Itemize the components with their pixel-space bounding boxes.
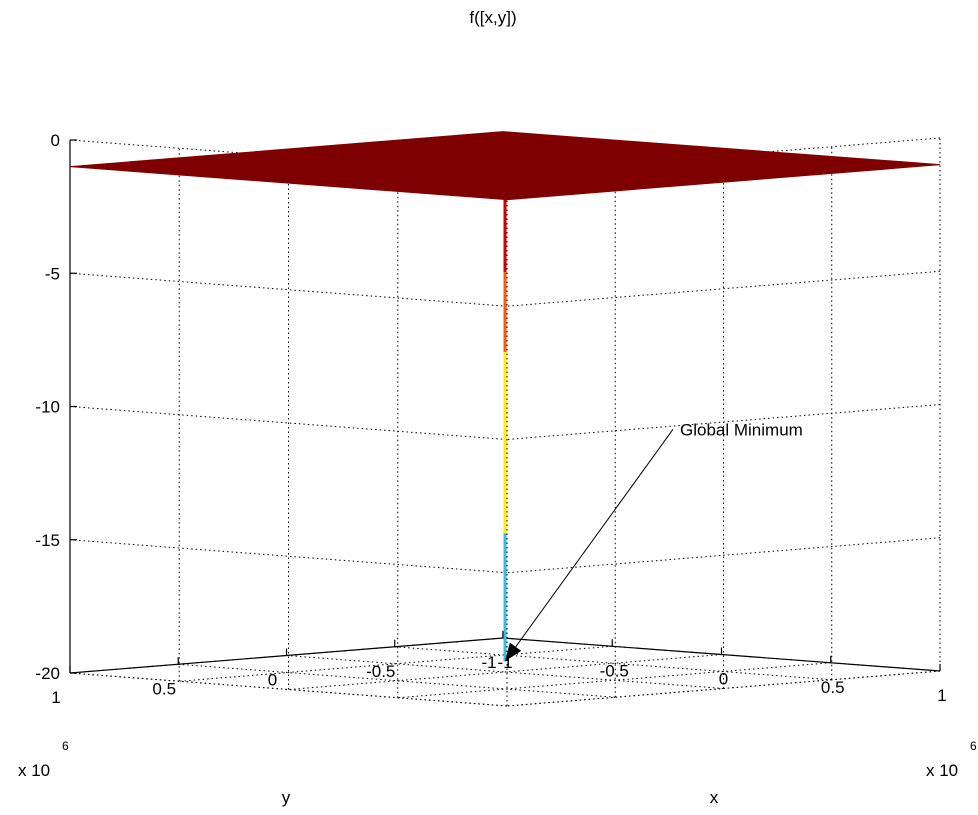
annotation-arrow-line bbox=[510, 429, 674, 654]
chart-title: f([x,y]) bbox=[469, 8, 516, 27]
annotation-label: Global Minimum bbox=[680, 420, 803, 439]
floor-grid-line bbox=[286, 655, 724, 689]
y-tick-label: 0.5 bbox=[152, 679, 176, 698]
x-tick-label: 1 bbox=[937, 686, 946, 705]
axes: -1 -0.5 0 0.5 1-1-0.500.51-20-15-10-50 bbox=[35, 131, 946, 707]
z-tick-label: -15 bbox=[35, 531, 60, 550]
wall-grid-line bbox=[506, 537, 941, 574]
y-axis-label: y bbox=[282, 788, 291, 807]
floor-grid-line bbox=[179, 645, 613, 682]
z-tick-label: 0 bbox=[51, 131, 60, 150]
x-axis-label: x bbox=[710, 788, 719, 807]
plateau-surface bbox=[69, 131, 941, 201]
wall-grid-line bbox=[506, 404, 941, 440]
x-exponent-label: x 10 bbox=[926, 761, 958, 780]
x-tick-label: 0 bbox=[719, 670, 728, 689]
z-tick-label: -20 bbox=[35, 664, 60, 683]
wall-grid-line bbox=[69, 406, 508, 440]
z-tick-label: -10 bbox=[35, 398, 60, 417]
y-tick-label: 0 bbox=[268, 671, 277, 690]
wall-grid-line bbox=[506, 270, 941, 307]
wall-grid-line bbox=[506, 670, 941, 707]
x-tick-label: 0.5 bbox=[821, 678, 845, 697]
z-tick-label: -5 bbox=[45, 264, 60, 283]
wall-grid-line bbox=[69, 539, 508, 574]
wall-grid-line bbox=[69, 272, 508, 307]
floor-grid-line bbox=[394, 646, 832, 681]
y-exponent: 6 bbox=[62, 739, 69, 753]
floor-grid-line bbox=[178, 663, 616, 698]
y-tick-label: 1 bbox=[51, 688, 60, 707]
annotations: Global Minimum bbox=[505, 420, 803, 662]
wall-grid-line bbox=[69, 672, 508, 707]
surface bbox=[69, 131, 941, 662]
x-exponent: 6 bbox=[970, 739, 977, 753]
y-tick-label: -1 bbox=[481, 653, 496, 672]
y-exponent-label: x 10 bbox=[18, 761, 50, 780]
annotation-arrow-head bbox=[505, 642, 522, 662]
x-tick-label: -0.5 bbox=[600, 661, 629, 680]
y-tick-label: -0.5 bbox=[366, 662, 395, 681]
floor-grid-line bbox=[288, 654, 722, 690]
